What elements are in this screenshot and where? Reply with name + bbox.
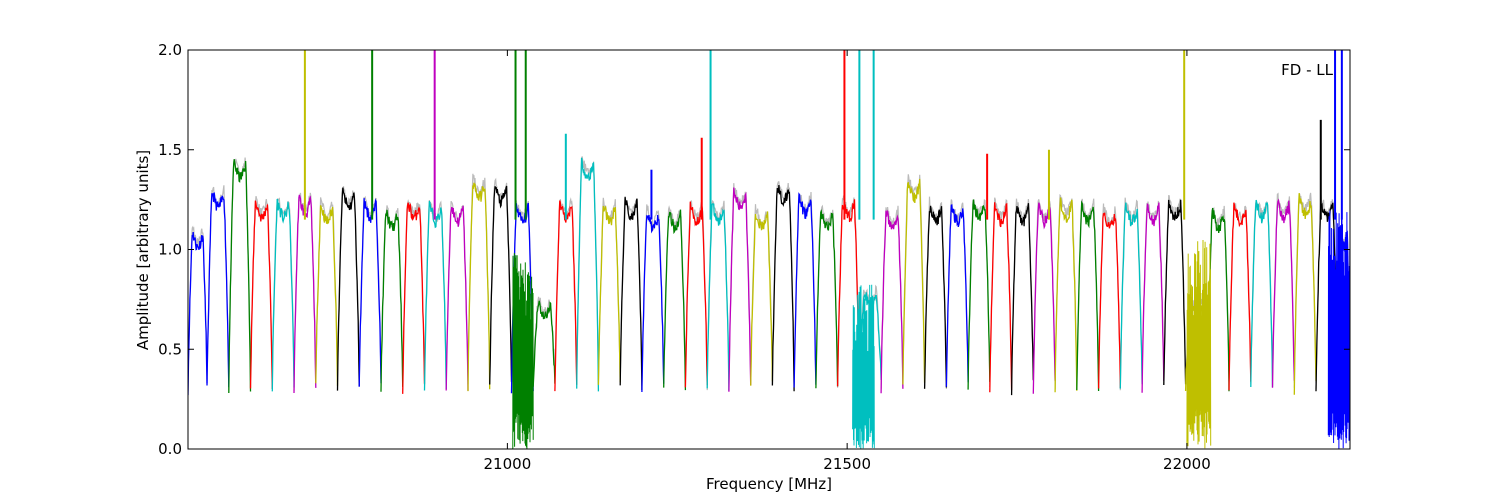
channel-trace-11: [423, 200, 447, 391]
channel-trace-9: [380, 209, 404, 392]
channel-trace-51: [1293, 193, 1317, 395]
channel-trace-13: [467, 182, 491, 392]
channel-trace-29: [815, 209, 839, 389]
channel-trace-37: [989, 202, 1013, 393]
y-axis: 0.0 0.5 1.0 1.5 2.0: [158, 41, 1350, 458]
channel-trace-18: [576, 157, 600, 392]
channel-trace-33: [902, 178, 926, 385]
channel-trace-6: [315, 205, 339, 386]
channel-trace-21: [641, 214, 665, 393]
noise-band-1: [852, 284, 875, 449]
channel-trace-14: [489, 185, 513, 385]
channel-trace-38: [1010, 203, 1034, 396]
channel-trace-1: [206, 192, 230, 388]
channel-trace-20: [619, 197, 643, 391]
channel-trace-52: [1315, 202, 1339, 392]
channel-trace-49: [1250, 199, 1274, 388]
channel-trace-39: [1032, 202, 1056, 394]
channel-trace-30: [836, 199, 861, 390]
channel-trace-35: [945, 204, 969, 387]
channel-trace-15: [510, 202, 534, 394]
channel-trace-25: [728, 187, 752, 392]
channel-trace-44: [1141, 202, 1165, 393]
channel-trace-3: [249, 200, 273, 390]
channel-trace-17: [554, 200, 578, 392]
channel-trace-24: [706, 203, 730, 391]
y-tick-label: 0.5: [158, 340, 182, 358]
x-axis: 21000 21500 22000: [484, 50, 1211, 473]
channel-trace-27: [771, 185, 795, 392]
y-tick-label: 2.0: [158, 41, 182, 59]
x-axis-label: Frequency [MHz]: [706, 475, 832, 493]
plot-area: [188, 50, 1350, 449]
channel-trace-41: [1076, 200, 1100, 392]
channel-trace-40: [1054, 197, 1078, 393]
x-tick-label: 22000: [1163, 455, 1211, 473]
channel-trace-48: [1228, 202, 1252, 391]
channel-trace-50: [1271, 198, 1295, 388]
x-tick-label: 21500: [823, 455, 871, 473]
channel-trace-0: [188, 231, 208, 396]
panel-annotation: FD - LL: [1281, 61, 1333, 79]
channel-trace-34: [923, 205, 948, 389]
channel-trace-26: [750, 211, 774, 386]
channel-trace-36: [967, 199, 991, 390]
x-tick-label: 21000: [484, 455, 532, 473]
channel-trace-12: [445, 205, 469, 391]
channel-trace-16: [532, 300, 556, 387]
channel-trace-4: [271, 198, 295, 392]
y-tick-label: 1.5: [158, 141, 182, 159]
channel-trace-47: [1206, 207, 1230, 392]
channel-trace-43: [1119, 202, 1143, 389]
channel-trace-19: [597, 205, 621, 385]
channel-trace-23: [684, 201, 708, 388]
noise-band-3: [1327, 210, 1350, 449]
y-tick-label: 1.0: [158, 241, 182, 259]
noise-band-2: [1186, 239, 1212, 449]
y-axis-label: Amplitude [arbitrary units]: [134, 150, 152, 350]
channel-trace-28: [793, 192, 817, 388]
channel-trace-10: [402, 202, 426, 394]
y-tick-label: 0.0: [158, 440, 182, 458]
channel-trace-8: [358, 198, 382, 387]
channel-trace-22: [663, 209, 687, 391]
channel-trace-2: [228, 159, 252, 394]
channel-trace-7: [336, 187, 360, 391]
channel-trace-32: [880, 209, 904, 394]
noise-band-0: [512, 253, 534, 449]
channel-trace-45: [1163, 199, 1187, 386]
channel-trace-42: [1097, 212, 1121, 389]
